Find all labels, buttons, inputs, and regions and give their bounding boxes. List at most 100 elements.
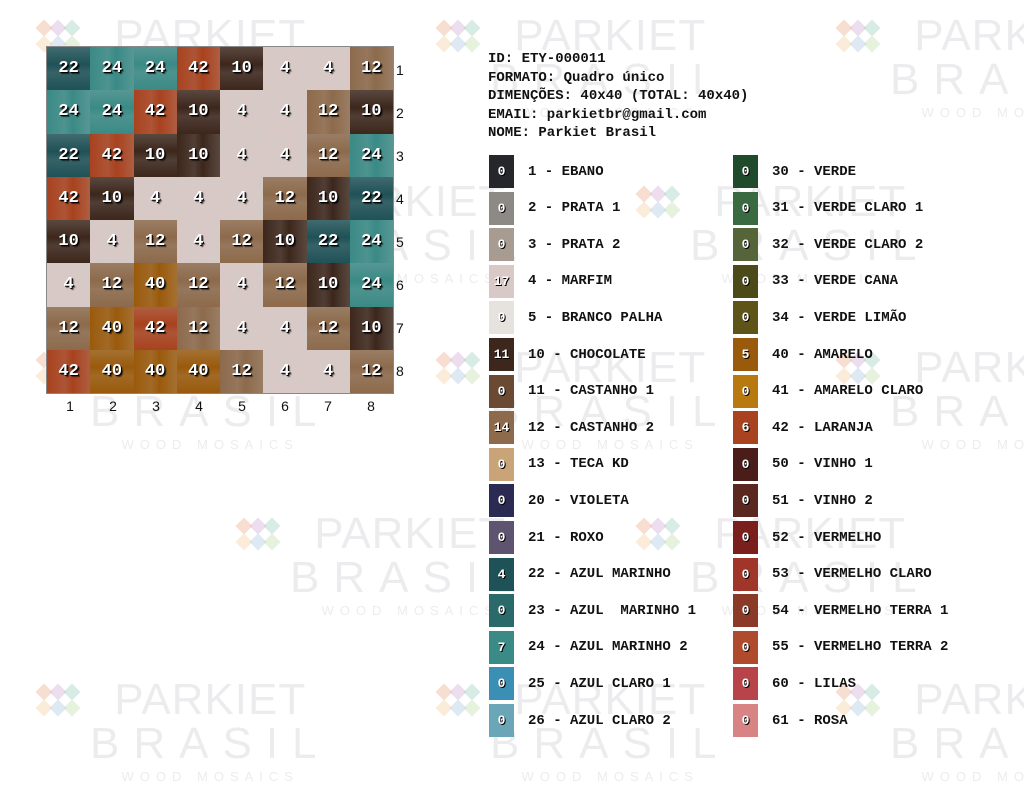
legend-label: 24 - AZUL MARINHO 2 (528, 639, 688, 656)
color-swatch: 11 (489, 338, 514, 371)
mosaic-cell: 12 (306, 306, 350, 350)
color-swatch: 0 (733, 557, 758, 591)
mosaic-cell: 4 (263, 47, 307, 91)
legend-item: 0 34 - VERDE LIMÃO (733, 301, 906, 335)
watermark-line1: PARKIET (914, 11, 1024, 60)
mosaic-cell: 12 (306, 133, 350, 177)
watermark-line3: WOOD MOSAICS (121, 769, 299, 784)
color-swatch: 0 (489, 521, 514, 554)
mosaic-cell: 12 (263, 176, 307, 220)
color-swatch: 0 (733, 301, 758, 335)
legend-label: 60 - LILAS (772, 675, 857, 692)
mosaic-cell: 42 (133, 306, 177, 350)
column-label: 3 (152, 398, 160, 414)
mosaic-cell: 4 (263, 306, 307, 350)
legend-item: 0 13 - TECA KD (489, 447, 629, 481)
legend-item: 0 55 - VERMELHO TERRA 2 (733, 630, 948, 664)
watermark-line2: BRASIL (890, 55, 1024, 104)
legend-label: 2 - PRATA 1 (528, 200, 621, 217)
column-label: 7 (324, 398, 332, 414)
mosaic-cell: 42 (47, 349, 91, 393)
legend-label: 4 - MARFIM (528, 273, 613, 290)
mosaic-cell: 4 (220, 133, 264, 177)
mosaic-cell: 12 (176, 306, 220, 350)
mosaic-cell: 40 (176, 349, 220, 393)
legend-item: 0 11 - CASTANHO 1 (489, 374, 655, 408)
mosaic-cell: 42 (133, 90, 177, 134)
mosaic-cell: 24 (90, 47, 134, 91)
legend-item: 0 32 - VERDE CLARO 2 (733, 228, 923, 262)
mosaic-cell: 10 (47, 220, 91, 264)
legend-label: 61 - ROSA (772, 712, 848, 729)
mosaic-cell: 22 (47, 47, 91, 91)
mosaic-cell: 12 (306, 90, 350, 134)
column-label: 6 (281, 398, 289, 414)
mosaic-cell: 4 (263, 90, 307, 134)
legend-label: 33 - VERDE CANA (772, 273, 899, 290)
color-swatch: 0 (733, 191, 758, 225)
wood-mosaic-logo-icon (635, 185, 682, 232)
legend-label: 3 - PRATA 2 (528, 236, 621, 253)
mosaic-cell: 24 (349, 133, 393, 177)
color-swatch: 0 (733, 264, 758, 298)
mosaic-grid: 22 24 24 42 10 4 4 12 24 24 42 10 4 4 12 10 22 42 10 10 4 4 12… (46, 46, 394, 394)
watermark-line3: WOOD MOSAICS (521, 769, 699, 784)
legend-item: 0 21 - ROXO (489, 521, 604, 554)
color-swatch: 0 (733, 667, 758, 701)
legend-label: 52 - VERMELHO (772, 529, 882, 546)
legend-item: 0 26 - AZUL CLARO 2 (489, 704, 671, 737)
watermark-line3: WOOD MOSAICS (921, 105, 1024, 120)
legend-label: 30 - VERDE (772, 163, 857, 180)
wood-mosaic-logo-icon (435, 351, 482, 398)
mosaic-cell: 12 (90, 263, 134, 307)
mosaic-cell: 10 (133, 133, 177, 177)
color-swatch: 0 (733, 228, 758, 262)
mosaic-cell: 4 (263, 133, 307, 177)
color-swatch: 0 (489, 228, 514, 262)
mosaic-cell: 10 (90, 176, 134, 220)
color-swatch: 0 (489, 484, 514, 518)
color-swatch: 0 (733, 704, 758, 737)
mosaic-cell: 10 (306, 176, 350, 220)
color-swatch: 7 (489, 630, 514, 664)
row-label: 4 (396, 191, 404, 207)
legend-item: 0 23 - AZUL MARINHO 1 (489, 594, 696, 628)
mosaic-cell: 10 (220, 47, 264, 91)
mosaic-cell: 4 (133, 176, 177, 220)
legend-item: 6 42 - LARANJA (733, 411, 873, 445)
info-dimensoes: DIMENÇÕES: 40x40 (TOTAL: 40x40) (488, 88, 749, 104)
mosaic-cell: 4 (220, 306, 264, 350)
watermark-line3: WOOD MOSAICS (121, 437, 299, 452)
row-label: 3 (396, 148, 404, 164)
color-swatch: 0 (489, 447, 514, 481)
row-label: 8 (396, 363, 404, 379)
mosaic-cell: 24 (90, 90, 134, 134)
color-swatch: 0 (489, 191, 514, 225)
legend-label: 11 - CASTANHO 1 (528, 383, 655, 400)
row-label: 2 (396, 105, 404, 121)
mosaic-cell: 4 (176, 176, 220, 220)
mosaic-cell: 12 (263, 263, 307, 307)
mosaic-cell: 4 (306, 349, 350, 393)
legend-item: 0 25 - AZUL CLARO 1 (489, 667, 671, 701)
mosaic-cell: 4 (90, 220, 134, 264)
mosaic-cell: 40 (90, 349, 134, 393)
color-swatch: 14 (489, 411, 514, 445)
mosaic-cell: 42 (47, 176, 91, 220)
legend-item: 0 5 - BRANCO PALHA (489, 301, 662, 335)
legend-label: 53 - VERMELHO CLARO (772, 566, 932, 583)
legend-item: 0 30 - VERDE (733, 155, 856, 188)
row-label: 1 (396, 62, 404, 78)
mosaic-cell: 24 (349, 220, 393, 264)
legend-item: 0 41 - AMARELO CLARO (733, 374, 923, 408)
legend-label: 26 - AZUL CLARO 2 (528, 712, 671, 729)
mosaic-cell: 40 (133, 263, 177, 307)
color-swatch: 0 (733, 630, 758, 664)
legend-label: 10 - CHOCOLATE (528, 346, 646, 363)
color-swatch: 0 (489, 374, 514, 408)
row-label: 5 (396, 234, 404, 250)
wood-mosaic-logo-icon (435, 19, 482, 66)
color-swatch: 0 (489, 594, 514, 628)
color-swatch: 0 (489, 155, 514, 188)
column-label: 2 (109, 398, 117, 414)
